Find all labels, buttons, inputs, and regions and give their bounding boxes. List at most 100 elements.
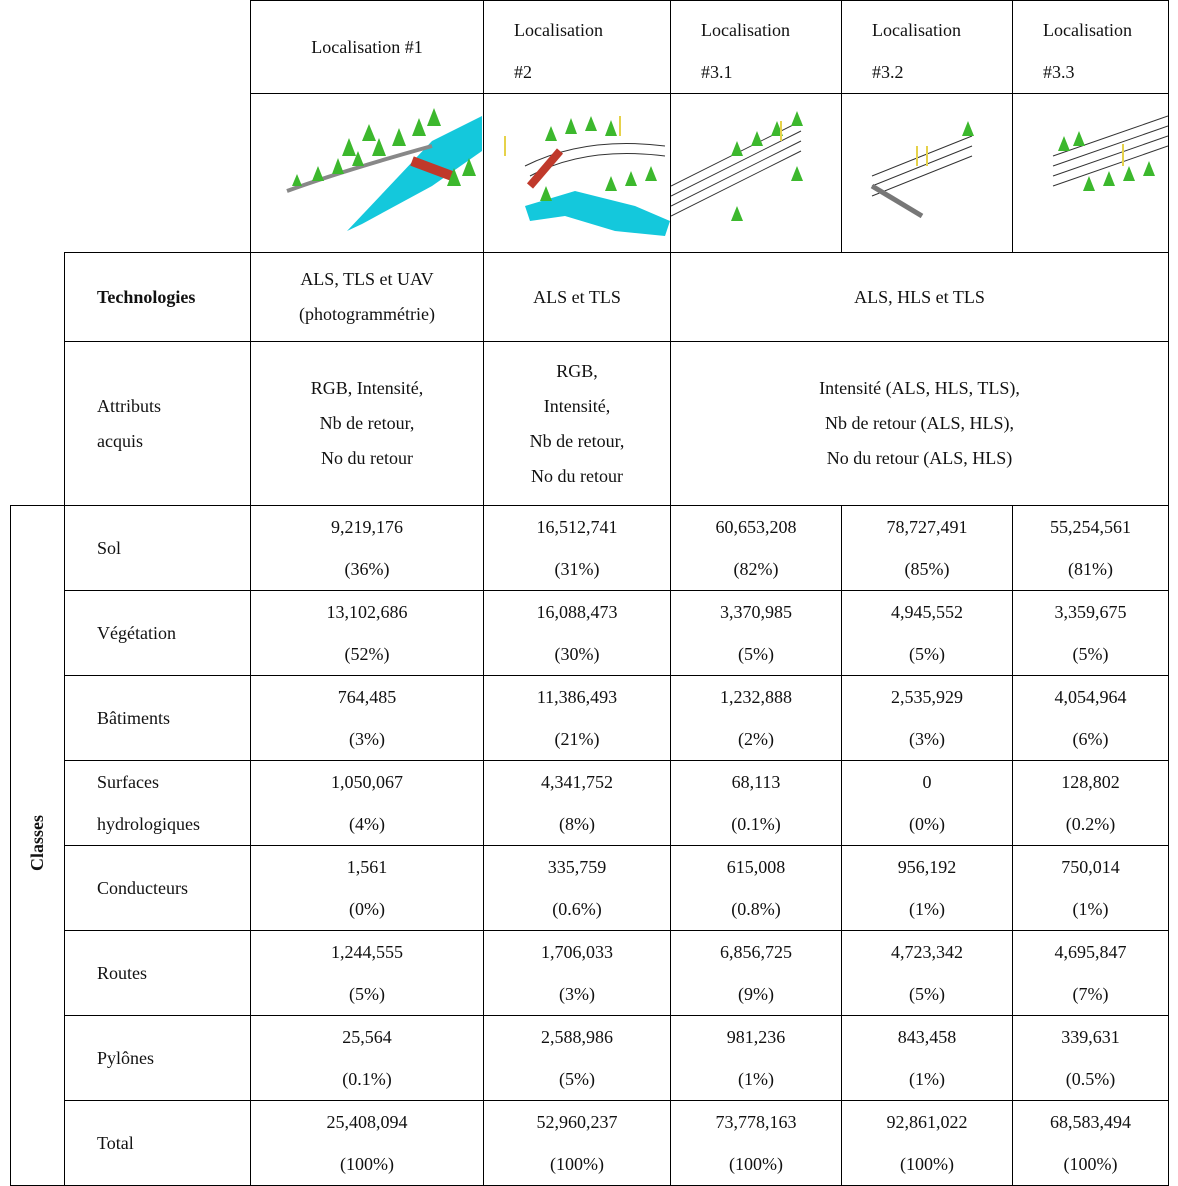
text-line: Pylônes <box>97 1047 155 1068</box>
text-line: Sol <box>97 537 122 558</box>
text-line: (0%) <box>349 899 385 919</box>
image-cell <box>483 93 671 253</box>
class-row: Total 25,408,094 (100%) 52,960,237 (100%) 73,… <box>11 1100 1169 1186</box>
image-cell <box>670 93 842 253</box>
text-line: Intensité, <box>543 395 611 416</box>
cell: ALS et TLS <box>483 252 671 342</box>
site-illustration <box>671 110 803 221</box>
cell: 25,564 (0.1%) <box>250 1015 484 1101</box>
cell: 956,192 (1%) <box>841 845 1013 931</box>
header-row: Localisation #1 Localisation #2 Localisatio… <box>11 0 1169 94</box>
text-line: (2%) <box>738 729 774 749</box>
text-line: (100%) <box>1063 1154 1118 1174</box>
cell: 0 (0%) <box>841 760 1013 846</box>
cell: Intensité (ALS, HLS, TLS), Nb de retour (… <box>670 341 1169 506</box>
cell: RGB, Intensité, Nb de retour, No du retour <box>250 341 484 506</box>
cell: 4,945,552 (5%) <box>841 590 1013 676</box>
cell: 981,236 (1%) <box>670 1015 842 1101</box>
text-line: 750,014 <box>1061 857 1120 877</box>
text-line: (0%) <box>909 814 945 834</box>
text-line: (5%) <box>559 1069 595 1089</box>
class-row: Bâtiments 764,485 (3%) 11,386,493 (21%) 1,232… <box>11 675 1169 761</box>
text-line: (1%) <box>909 1069 945 1089</box>
text-line: (5%) <box>349 984 385 1004</box>
text-line: 16,512,741 <box>536 517 618 537</box>
cell: 339,631 (0.5%) <box>1012 1015 1169 1101</box>
text-line: Attributs <box>97 395 162 416</box>
text-line: (36%) <box>344 559 390 579</box>
text-line: 92,861,022 <box>886 1112 968 1132</box>
cell: 2,588,986 (5%) <box>483 1015 671 1101</box>
cell: 68,113 (0.1%) <box>670 760 842 846</box>
text-line: 615,008 <box>726 857 786 877</box>
text-line: (0.1%) <box>342 1069 392 1089</box>
cell: 25,408,094 (100%) <box>250 1100 484 1186</box>
text-line: (1%) <box>909 899 945 919</box>
cell: 843,458 (1%) <box>841 1015 1013 1101</box>
text-line: 25,564 <box>342 1027 392 1047</box>
text-line: No du retour <box>321 448 413 468</box>
text-line: Nb de retour (ALS, HLS), <box>825 413 1014 433</box>
text-line: 1,050,067 <box>331 772 403 792</box>
text-line: (6%) <box>1072 729 1109 749</box>
text-line: (4%) <box>349 814 385 834</box>
row-label: Attributs acquis <box>64 341 251 506</box>
row-label: Pylônes <box>64 1015 251 1101</box>
cell: 4,054,964 (6%) <box>1012 675 1169 761</box>
image-row <box>11 93 1169 253</box>
text-line: 339,631 <box>1061 1027 1120 1047</box>
text-line: (0.5%) <box>1065 1069 1116 1089</box>
text-line: 60,653,208 <box>715 517 797 537</box>
text-line: 52,960,237 <box>536 1112 618 1132</box>
text-line: 4,695,847 <box>1054 942 1127 962</box>
text-line: (photogrammétrie) <box>299 304 435 324</box>
text-line: 73,778,163 <box>715 1112 797 1132</box>
text-line: (0.1%) <box>731 814 781 834</box>
text-line: 55,254,561 <box>1050 517 1131 537</box>
text-line: (31%) <box>554 559 600 579</box>
column-header: Localisation #1 <box>250 0 484 94</box>
text-line: 4,945,552 <box>891 602 963 622</box>
row-label-text: Technologies <box>97 286 196 307</box>
text-line: 1,244,555 <box>331 942 403 962</box>
cell: 11,386,493 (21%) <box>483 675 671 761</box>
text-line: Total <box>97 1132 134 1153</box>
text-line: 2,588,986 <box>541 1027 613 1047</box>
text-line: Localisation <box>1043 20 1132 40</box>
cell: 764,485 (3%) <box>250 675 484 761</box>
cell: 335,759 (0.6%) <box>483 845 671 931</box>
cell: 1,244,555 (5%) <box>250 930 484 1016</box>
text-line: ALS et TLS <box>533 286 621 307</box>
text-line: (9%) <box>738 984 774 1004</box>
text-line: 335,759 <box>547 857 607 877</box>
text-line: RGB, Intensité, <box>310 378 424 398</box>
cell: 4,723,342 (5%) <box>841 930 1013 1016</box>
text-line: 4,054,964 <box>1054 687 1127 707</box>
text-line: 2,535,929 <box>891 687 963 707</box>
text-line: Nb de retour, <box>529 430 625 451</box>
row-label: Conducteurs <box>64 845 251 931</box>
row-label: Végétation <box>64 590 251 676</box>
text-line: Localisation <box>701 20 790 40</box>
cell: 92,861,022 (100%) <box>841 1100 1013 1186</box>
cell: 16,512,741 (31%) <box>483 505 671 591</box>
text-line: 764,485 <box>337 687 397 707</box>
classes-label: Classes <box>10 505 65 1186</box>
text-line: Routes <box>97 962 148 983</box>
text-line: 1,232,888 <box>720 687 792 707</box>
text-line: Conducteurs <box>97 877 188 898</box>
site-illustration <box>286 107 482 231</box>
row-label: Routes <box>64 930 251 1016</box>
cell: 52,960,237 (100%) <box>483 1100 671 1186</box>
class-row: Classes Sol 9,219,176 (36%) 16,512,741 (31%) 6… <box>10 505 1169 1186</box>
cell: 3,370,985 (5%) <box>670 590 842 676</box>
text-line: No du retour <box>531 465 623 486</box>
image-cell <box>250 93 484 253</box>
cell: 4,695,847 (7%) <box>1012 930 1169 1016</box>
text-line: #3.3 <box>1043 62 1075 82</box>
cell: 55,254,561 (81%) <box>1012 505 1169 591</box>
class-row: Végétation 13,102,686 (52%) 16,088,473 (30%)… <box>11 590 1169 676</box>
classes-label-text: Classes <box>27 814 47 871</box>
site-illustration <box>503 115 670 236</box>
text-line: 1,561 <box>346 857 388 877</box>
